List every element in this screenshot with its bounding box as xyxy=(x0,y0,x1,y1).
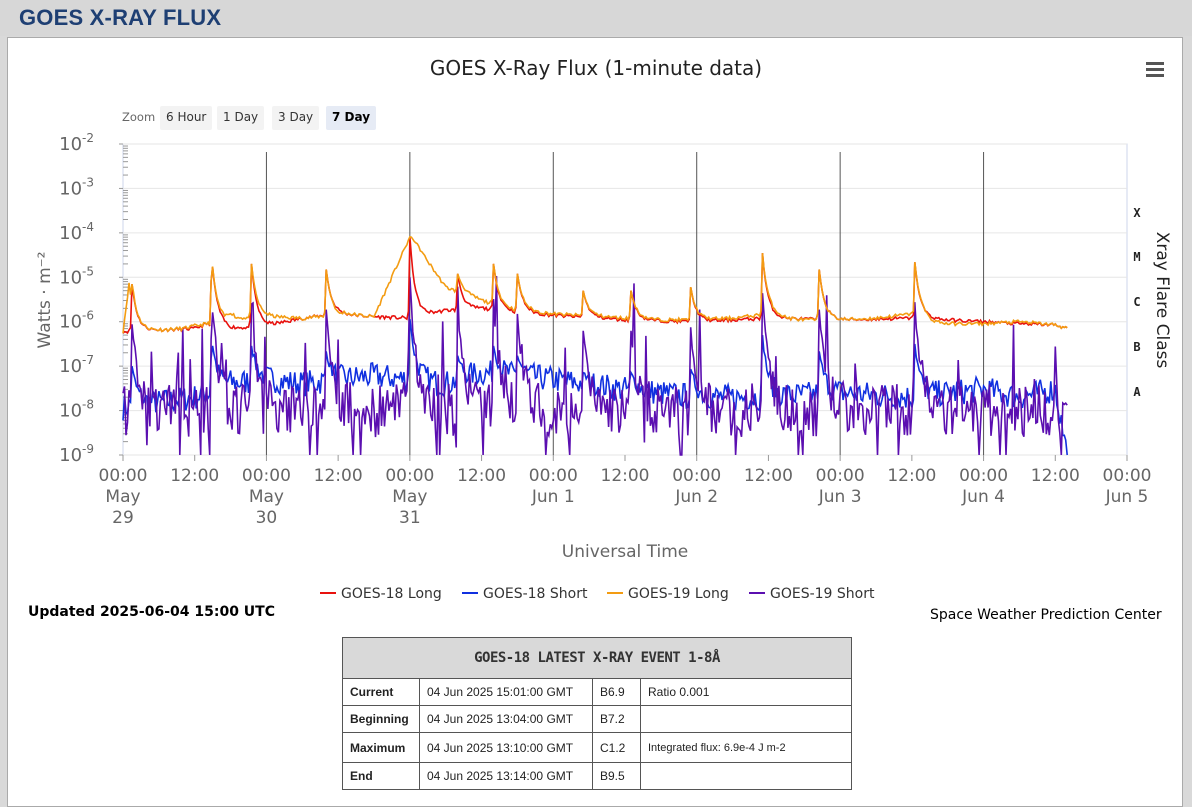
legend-goes19-short[interactable]: GOES-19 Short xyxy=(749,586,875,604)
page-title: GOES X-RAY FLUX xyxy=(19,5,222,30)
table-row: Maximum 04 Jun 2025 13:10:00 GMT C1.2 In… xyxy=(342,732,852,763)
x-tick-label: 00:00 xyxy=(959,466,1008,486)
latest-event-table: GOES-18 LATEST X-RAY EVENT 1-8Å Current … xyxy=(342,637,852,790)
hamburger-menu-icon[interactable] xyxy=(1146,62,1164,78)
x-tick-label: 00:00 xyxy=(99,466,148,486)
x-tick-date: 31 xyxy=(399,508,421,528)
row-label: End xyxy=(342,762,420,790)
flare-class-label: B xyxy=(1133,340,1140,354)
x-tick-label: 00:00 xyxy=(1103,466,1152,486)
zoom-1-day-button[interactable]: 1 Day xyxy=(217,106,265,130)
legend-label: GOES-19 Long xyxy=(628,586,729,602)
zoom-7-day-button[interactable]: 7 Day xyxy=(326,106,377,130)
zoom-3-day-button[interactable]: 3 Day xyxy=(272,106,320,130)
legend-label: GOES-18 Short xyxy=(483,586,588,602)
x-tick-label: 00:00 xyxy=(529,466,578,486)
x-tick-label: 12:00 xyxy=(887,466,936,486)
table-row: Beginning 04 Jun 2025 13:04:00 GMT B7.2 xyxy=(342,705,852,733)
flare-class-label: C xyxy=(1133,295,1140,309)
legend-label: GOES-19 Short xyxy=(770,586,875,602)
x-tick-label: 00:00 xyxy=(816,466,865,486)
y-tick-label: 10-2 xyxy=(59,131,94,155)
y-tick-label: 10-3 xyxy=(59,175,94,199)
row-label: Beginning xyxy=(342,705,420,733)
x-tick-label: 12:00 xyxy=(314,466,363,486)
x-tick-label: 00:00 xyxy=(242,466,291,486)
x-tick-label: 00:00 xyxy=(672,466,721,486)
row-time: 04 Jun 2025 13:14:00 GMT xyxy=(419,762,593,790)
legend-swatch xyxy=(320,592,336,594)
x-tick-date: Jun 2 xyxy=(674,487,718,507)
y-tick-label: 10-7 xyxy=(59,353,94,377)
zoom-6-hour-button[interactable]: 6 Hour xyxy=(160,106,213,130)
row-time: 04 Jun 2025 13:10:00 GMT xyxy=(419,732,593,763)
series-goes19-short-line xyxy=(122,275,1068,456)
legend-swatch xyxy=(749,592,765,594)
row-class: B7.2 xyxy=(592,705,641,733)
right-axis-title: Xray Flare Class xyxy=(1152,232,1172,369)
x-tick-date: Jun 3 xyxy=(818,487,862,507)
xray-flux-chart: 10-2 10-3 10-4 10-5 10-6 10-7 10-8 10-9 Watts · … xyxy=(35,131,1172,562)
legend-goes18-long[interactable]: GOES-18 Long xyxy=(320,586,442,604)
row-time: 04 Jun 2025 13:04:00 GMT xyxy=(419,705,593,733)
row-extra: Integrated flux: 6.9e-4 J m-2 xyxy=(640,732,852,763)
series-goes19-long-line xyxy=(122,235,1068,334)
y-axis-label: Watts · m⁻² xyxy=(35,252,55,349)
x-tick-date: Jun 4 xyxy=(961,487,1005,507)
row-label: Current xyxy=(342,678,420,706)
x-axis-label: Universal Time xyxy=(562,542,688,562)
y-tick-label: 10-6 xyxy=(59,309,94,333)
flare-class-label: A xyxy=(1133,385,1141,399)
y-tick-label: 10-5 xyxy=(59,264,94,288)
row-class: B6.9 xyxy=(592,678,641,706)
legend-swatch xyxy=(607,592,623,594)
row-extra xyxy=(640,705,852,733)
x-tick-label: 12:00 xyxy=(170,466,219,486)
x-tick-label: 00:00 xyxy=(385,466,434,486)
x-tick-label: 12:00 xyxy=(1031,466,1080,486)
chart-title: GOES X-Ray Flux (1-minute data) xyxy=(429,56,763,80)
x-tick-date: May xyxy=(249,487,284,507)
series-goes18-long-line xyxy=(122,237,1068,335)
row-class: B9.5 xyxy=(592,762,641,790)
table-row: End 04 Jun 2025 13:14:00 GMT B9.5 xyxy=(342,762,852,790)
y-tick-label: 10-9 xyxy=(59,442,94,466)
x-tick-date: May xyxy=(392,487,427,507)
x-tick-date: 30 xyxy=(256,508,278,528)
x-tick-date: Jun 1 xyxy=(531,487,575,507)
x-tick-date: Jun 5 xyxy=(1105,487,1149,507)
legend-goes18-short[interactable]: GOES-18 Short xyxy=(462,586,588,604)
credit-text: Space Weather Prediction Center xyxy=(930,607,1162,623)
legend-label: GOES-18 Long xyxy=(341,586,442,602)
row-extra xyxy=(640,762,852,790)
row-time: 04 Jun 2025 15:01:00 GMT xyxy=(419,678,593,706)
x-tick-date: May xyxy=(105,487,140,507)
zoom-label: Zoom xyxy=(122,110,156,124)
y-tick-label: 10-4 xyxy=(59,220,94,244)
x-tick-date: 29 xyxy=(112,508,134,528)
legend-swatch xyxy=(462,592,478,594)
y-tick-label: 10-8 xyxy=(59,398,94,422)
row-class: C1.2 xyxy=(592,732,641,763)
row-label: Maximum xyxy=(342,732,420,763)
legend-goes19-long[interactable]: GOES-19 Long xyxy=(607,586,729,604)
flare-class-label: X xyxy=(1133,206,1141,220)
x-tick-label: 12:00 xyxy=(744,466,793,486)
table-row: Current 04 Jun 2025 15:01:00 GMT B6.9 Ra… xyxy=(342,678,852,706)
updated-timestamp: Updated 2025-06-04 15:00 UTC xyxy=(28,604,275,620)
flare-class-label: M xyxy=(1133,250,1140,264)
row-extra: Ratio 0.001 xyxy=(640,678,852,706)
x-tick-label: 12:00 xyxy=(457,466,506,486)
x-tick-label: 12:00 xyxy=(601,466,650,486)
header-bar: GOES X-RAY FLUX xyxy=(0,0,1192,36)
event-table-title: GOES-18 LATEST X-RAY EVENT 1-8Å xyxy=(342,637,852,679)
